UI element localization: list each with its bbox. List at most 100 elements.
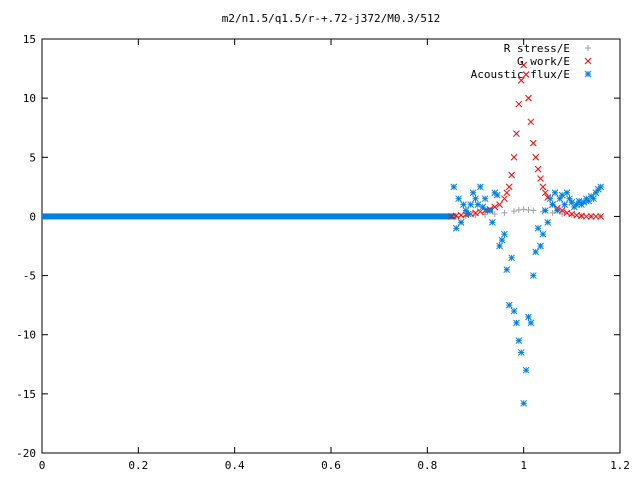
plot-frame [41,38,621,454]
data-point [505,183,513,191]
x-tick-label: 1 [520,459,527,472]
series-1 [448,61,605,220]
data-point [501,230,508,238]
data-point [479,203,487,211]
data-point [508,254,515,262]
data-point [501,195,508,203]
data-point [597,183,605,191]
x-tick-label: 0.6 [321,459,341,472]
data-point [472,195,479,203]
y-tick-label: -10 [16,329,36,342]
data-point [510,307,518,315]
data-point [520,61,528,69]
data-point [541,189,549,197]
series-2 [450,183,605,407]
data-point [501,209,508,216]
data-point [503,189,511,197]
data-point [527,118,535,126]
acoustic-flux-zero-band [42,213,457,220]
x-tick-label: 0.4 [225,459,245,472]
data-point [517,77,525,84]
data-point [513,319,520,327]
data-point [551,189,559,197]
data-point [525,313,532,321]
legend-marker [584,57,592,65]
data-point [508,171,515,179]
data-point [515,100,523,108]
data-point [489,218,496,226]
data-point [515,206,522,213]
data-point [505,301,513,309]
data-point [539,183,547,191]
y-tick-label: 10 [23,92,36,105]
data-point [455,195,462,203]
data-point [520,206,527,213]
data-point [590,195,597,203]
data-point [529,272,537,279]
data-point [496,242,503,250]
data-point [534,165,542,173]
data-point [554,207,561,214]
data-point [527,319,535,327]
data-point [597,213,605,220]
data-point [491,203,499,211]
legend-label: Acoustic flux/E [471,68,570,81]
data-point [522,366,530,374]
y-tick-label: -20 [16,447,36,460]
data-point [559,211,566,218]
data-point [510,153,518,161]
data-point [532,248,540,256]
data-point [537,242,544,250]
data-point [513,130,520,137]
y-tick-label: -5 [23,270,36,283]
data-point [467,201,475,208]
data-point [539,230,547,238]
data-point [486,207,494,214]
data-point [511,208,518,215]
data-point [515,337,523,344]
data-point [522,71,530,78]
data-point [460,201,467,208]
data-point [525,94,532,102]
data-point [498,236,506,244]
x-tick-label: 0.2 [128,459,148,472]
zero-line-series [42,213,457,220]
y-tick-label: 5 [29,151,36,164]
data-point [549,201,556,208]
data-point [452,224,460,232]
chart-title: m2/n1.5/q1.5/r-+.72-j372/M0.3/512 [222,12,441,25]
data-point [544,218,552,226]
data-point [592,213,600,220]
data-point [496,201,503,208]
data-point [493,191,501,199]
data-point [503,266,511,274]
x-tick-label: 0.8 [417,459,437,472]
data-point [558,207,566,214]
legend-label: R stress/E [504,42,570,55]
data-point [469,189,477,197]
data-point [546,195,554,203]
data-point [520,399,528,407]
x-tick-label: 0 [39,459,46,472]
plot-border [41,38,621,454]
data-point [563,189,571,197]
data-point [587,213,595,220]
legend-label: G work/E [517,55,570,68]
data-point [517,349,525,356]
data-point [525,206,532,213]
y-tick-label: 15 [23,33,36,46]
data-point [450,183,458,191]
data-point [481,195,489,203]
x-tick-label: 1.2 [610,459,630,472]
data-point [541,207,549,214]
data-point [464,210,472,218]
data-point [532,153,540,161]
series-marks [448,61,605,407]
data-point [457,218,465,226]
y-tick-label: 0 [29,210,36,223]
data-point [534,224,542,232]
legend-marker [585,45,591,51]
axis-ticks: 0 0.2 0.4 0.6 0.8 1 1.2 -20 -15 -10 -5 0 5 10 15 [16,33,630,472]
